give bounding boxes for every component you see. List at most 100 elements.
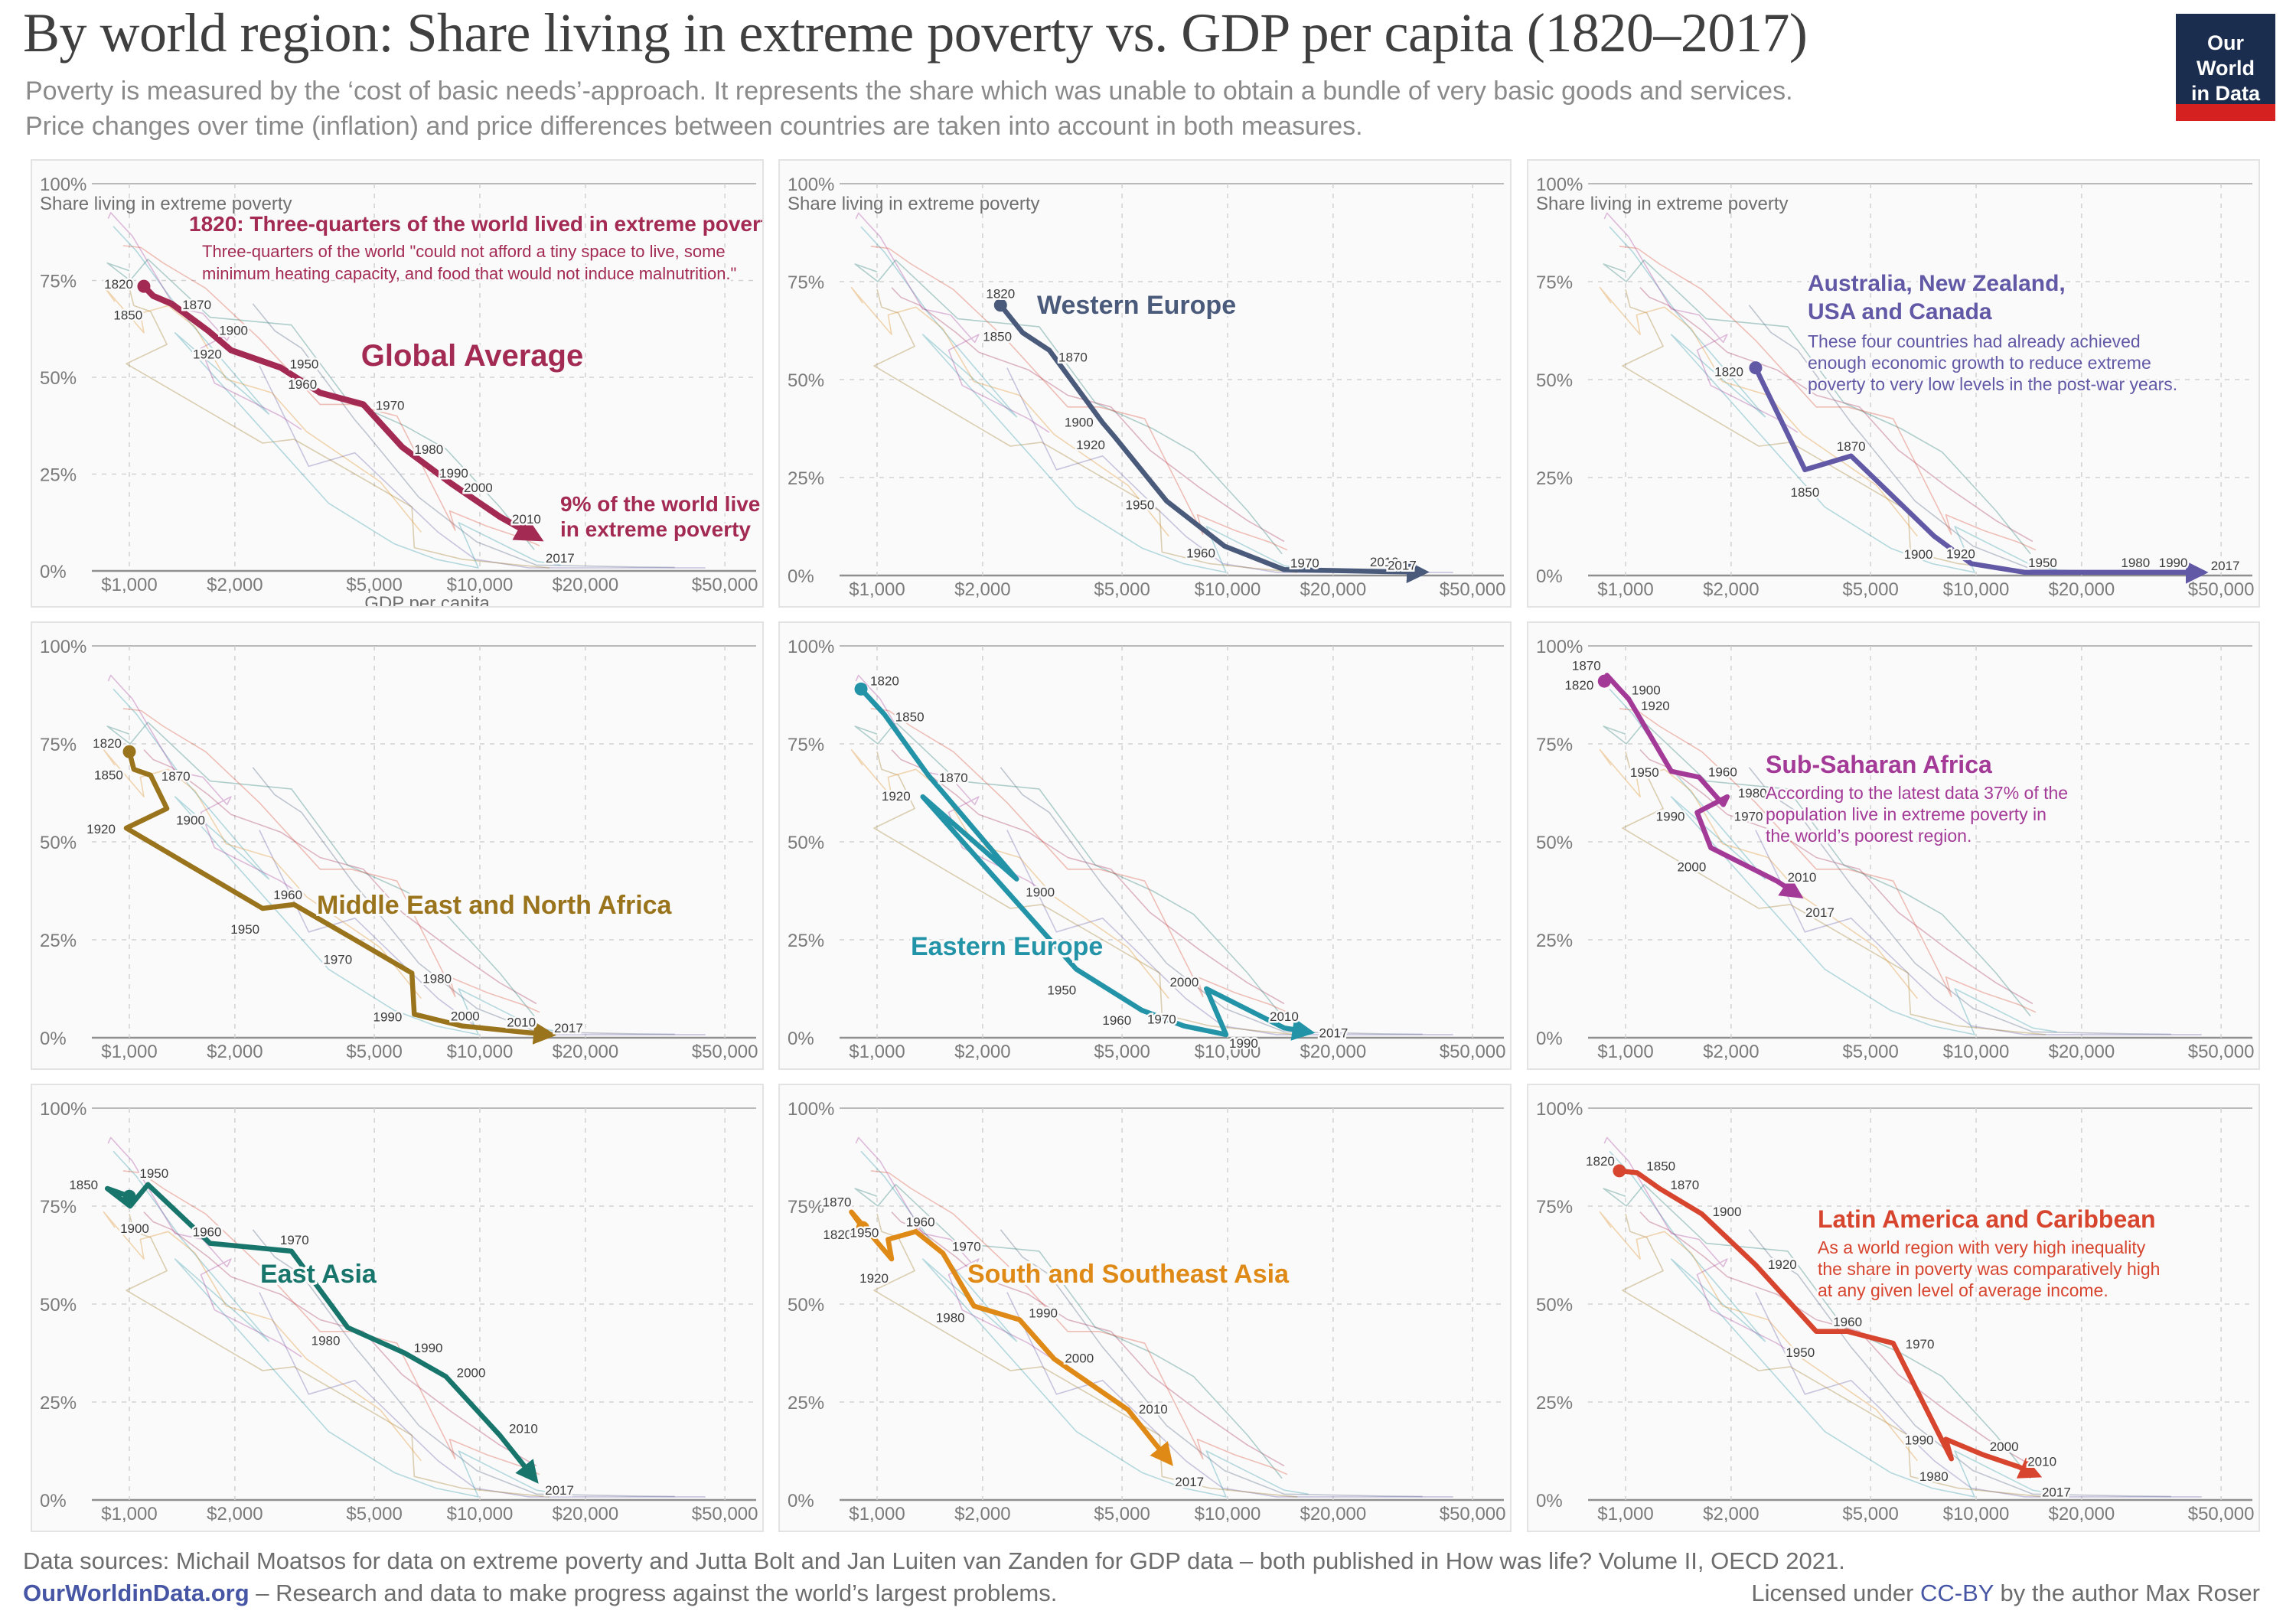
footer-sources: Data sources: Michail Moatsos for data o… xyxy=(23,1547,1845,1574)
anz-usa-canada-chart: 100% 75% 50% 25% 0% $1,000 $2,000 $5,000 $10,000… xyxy=(1536,174,2255,600)
year-label: 2000 xyxy=(1065,1352,1094,1366)
background-line-middle-east-north-africa xyxy=(1622,752,2047,1035)
y-tick-label: 25% xyxy=(1536,1393,1573,1413)
x-tick-label: $20,000 xyxy=(1300,1042,1366,1062)
x-tick-label: $5,000 xyxy=(1842,579,1898,600)
background-line-middle-east-north-africa xyxy=(1622,1214,2047,1498)
background-line-east-asia xyxy=(1603,722,2031,1017)
year-label: 2000 xyxy=(1677,860,1706,875)
year-label: 1870 xyxy=(1670,1178,1699,1192)
annotation-global-average: 9% of the world live xyxy=(560,492,760,516)
background-line-eastern-europe xyxy=(113,688,561,1035)
year-label: 1900 xyxy=(1713,1205,1742,1219)
y-tick-label: 50% xyxy=(40,833,77,853)
year-label: 1950 xyxy=(230,922,259,937)
background-line-eastern-europe xyxy=(860,1150,1309,1498)
year-label: 2010 xyxy=(512,512,541,527)
background-line-east-asia xyxy=(1603,1184,2031,1479)
year-label: 1960 xyxy=(1833,1315,1862,1329)
y-tick-label: 100% xyxy=(788,637,834,657)
latin-america-caribbean-line xyxy=(1616,1168,2043,1479)
background-line-middle-east-north-africa xyxy=(873,752,1298,1035)
y-tick-label: 25% xyxy=(788,1393,824,1413)
x-tick-label: $5,000 xyxy=(346,1504,402,1524)
x-tick-label: $10,000 xyxy=(1195,1042,1261,1062)
y-axis-caption: Share living in extreme poverty xyxy=(1536,194,1788,214)
y-tick-label: 75% xyxy=(1536,272,1573,293)
x-tick-label: $10,000 xyxy=(1943,579,2010,600)
year-label: 1820 xyxy=(104,277,133,292)
background-line-anz-usa-canada xyxy=(259,830,706,1035)
year-label: 1970 xyxy=(1734,809,1763,823)
year-label: 1960 xyxy=(1186,546,1215,561)
annotation-latin-america-caribbean: at any given level of average income. xyxy=(1818,1280,2108,1300)
x-tick-label: $50,000 xyxy=(692,1042,758,1062)
year-label: 1960 xyxy=(288,377,317,392)
y-tick-label: 75% xyxy=(40,1197,77,1218)
year-label: 1820 xyxy=(823,1228,852,1242)
background-line-sub-saharan-africa xyxy=(107,212,302,430)
background-line-western-europe xyxy=(1000,767,1423,1035)
year-label: 2010 xyxy=(507,1015,536,1029)
x-tick-label: $10,000 xyxy=(447,1504,514,1524)
year-label: 1970 xyxy=(1147,1012,1176,1027)
year-label: 2010 xyxy=(1139,1402,1168,1417)
year-label: 1980 xyxy=(2121,556,2150,570)
year-label: 1990 xyxy=(373,1009,402,1024)
x-tick-label: $20,000 xyxy=(1300,579,1366,600)
ccby-link[interactable]: CC-BY xyxy=(1920,1580,1994,1606)
x-tick-label: $5,000 xyxy=(1094,1042,1150,1062)
x-tick-label: $1,000 xyxy=(1597,1042,1653,1062)
x-tick-label: $5,000 xyxy=(1094,579,1150,600)
x-tick-label: $1,000 xyxy=(101,575,157,595)
annotation-latin-america-caribbean: As a world region with very high inequal… xyxy=(1818,1237,2146,1257)
year-label: 2010 xyxy=(1370,555,1399,569)
background-line-south-southeast-asia xyxy=(1599,748,1918,999)
year-label: 1850 xyxy=(983,330,1012,344)
year-label: 1990 xyxy=(1229,1036,1258,1051)
y-tick-label: 25% xyxy=(788,468,824,489)
owid-link[interactable]: OurWorldinData.org xyxy=(23,1580,249,1606)
south-southeast-asia-line xyxy=(849,1209,1173,1466)
x-tick-label: $10,000 xyxy=(1195,579,1261,600)
background-line-south-southeast-asia xyxy=(103,748,422,999)
x-tick-label: $10,000 xyxy=(1943,1042,2010,1062)
y-tick-label: 25% xyxy=(1536,468,1573,489)
year-label: 1870 xyxy=(182,298,211,312)
year-label: 2000 xyxy=(457,1366,486,1381)
series-label-middle-east-north-africa: Middle East and North Africa xyxy=(317,891,673,920)
background-line-global-average xyxy=(143,1211,537,1467)
y-tick-label: 75% xyxy=(1536,735,1573,755)
annotation-anz-usa-canada: These four countries had already achieve… xyxy=(1808,331,2141,351)
x-tick-label: $20,000 xyxy=(1300,1504,1366,1524)
anz-usa-canada-start-dot xyxy=(1749,361,1763,375)
background-line-east-asia xyxy=(106,258,535,550)
x-tick-label: $2,000 xyxy=(1703,579,1759,600)
global-average-chart: 100% 75% 50% 25% 0% $1,000 $2,000 $5,000 $10,000… xyxy=(40,174,762,606)
year-label: 2017 xyxy=(1805,905,1835,920)
year-label: 1820 xyxy=(1714,365,1743,380)
background-line-south-southeast-asia xyxy=(103,1211,422,1462)
annotation-global-average: Three-quarters of the world "could not a… xyxy=(202,242,726,261)
year-label: 1870 xyxy=(1837,439,1866,454)
annotation-anz-usa-canada: poverty to very low levels in the post-w… xyxy=(1808,374,2177,394)
year-label: 1950 xyxy=(1047,983,1076,997)
x-tick-label: $20,000 xyxy=(552,1504,618,1524)
background-line-western-europe xyxy=(252,303,675,569)
annotation-global-average: minimum heating capacity, and food that … xyxy=(202,264,736,283)
license-suffix: by the author Max Roser xyxy=(1993,1580,2260,1606)
middle-east-north-africa-chart: 100% 75% 50% 25% 0% $1,000 $2,000 $5,000 $10,000… xyxy=(40,637,758,1062)
year-label: 1980 xyxy=(1919,1469,1949,1484)
background-line-global-average xyxy=(891,1211,1285,1467)
panel-anz-usa-canada: 100% 75% 50% 25% 0% $1,000 $2,000 $5,000 $10,000… xyxy=(1527,159,2260,608)
year-label: 1920 xyxy=(86,822,116,836)
sub-saharan-africa-line xyxy=(1602,673,1804,899)
year-label: 1970 xyxy=(323,953,352,967)
y-tick-label: 100% xyxy=(40,1099,86,1120)
x-tick-label: $5,000 xyxy=(346,575,402,595)
year-label: 2000 xyxy=(1169,975,1199,990)
y-tick-label: 75% xyxy=(788,272,824,293)
y-tick-label: 75% xyxy=(1536,1197,1573,1218)
owid-logo: Our World in Data xyxy=(2176,14,2275,121)
